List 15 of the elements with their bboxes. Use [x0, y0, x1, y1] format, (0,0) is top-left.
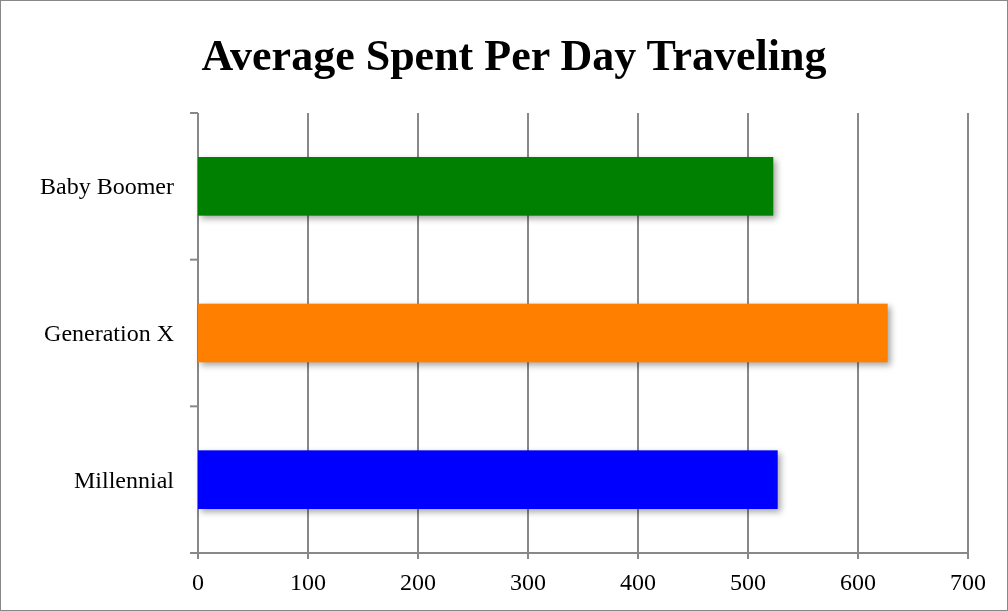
x-tick-label: 600 [840, 569, 876, 595]
x-tick-label: 100 [290, 569, 326, 595]
y-tick-label: Baby Boomer [40, 173, 174, 200]
x-tick-label: 700 [950, 569, 986, 595]
y-tick-label: Generation X [44, 320, 174, 346]
y-tick-label: Millennial [74, 466, 175, 493]
bar [198, 450, 778, 509]
bar [198, 157, 774, 216]
chart-title: Average Spent Per Day Traveling [201, 31, 827, 80]
x-tick-label: 500 [730, 569, 766, 595]
bar [198, 303, 888, 363]
x-tick-label: 200 [400, 569, 436, 595]
x-tick-label: 0 [192, 569, 204, 595]
x-tick-label: 300 [510, 569, 546, 595]
x-tick-label: 400 [620, 569, 656, 595]
